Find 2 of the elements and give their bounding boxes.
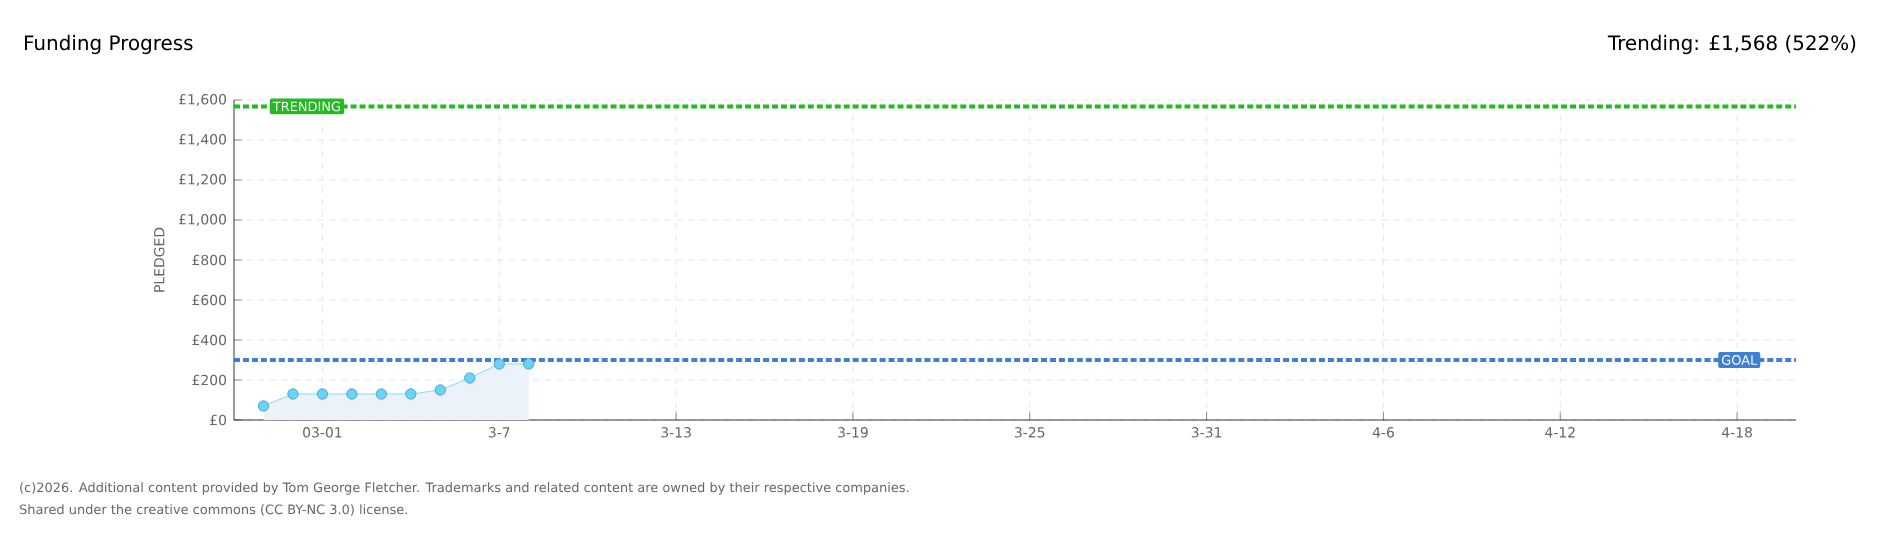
chart-title: Funding Progress: [25, 34, 193, 55]
chart-subtitle: Trending: £1,568 (522%): [1607, 34, 1856, 55]
